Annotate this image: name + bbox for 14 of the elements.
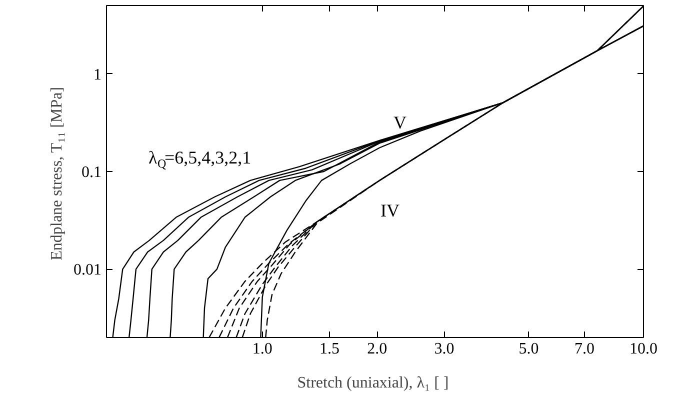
- x-tick-label: 7.0: [574, 340, 594, 358]
- x-tick-label: 1.5: [319, 340, 340, 358]
- x-tick-label: 2.0: [367, 340, 388, 358]
- y-tick-label: 0.01: [74, 262, 102, 279]
- x-tick-label: 3.0: [434, 340, 454, 358]
- x-tick-label: 10.0: [630, 340, 658, 358]
- annotation: IV: [380, 200, 400, 220]
- x-tick-label: 5.0: [518, 340, 539, 358]
- annotation: V: [394, 112, 406, 132]
- y-axis-title: Endplane stress, T₁₁ [MPa]: [48, 86, 66, 260]
- y-tick-label: 1: [94, 66, 102, 84]
- y-tick-label: 0.1: [82, 164, 102, 181]
- x-axis-title: Stretch (uniaxial), λ₁ [ ]: [297, 374, 449, 392]
- x-tick-label: 1.0: [252, 340, 272, 358]
